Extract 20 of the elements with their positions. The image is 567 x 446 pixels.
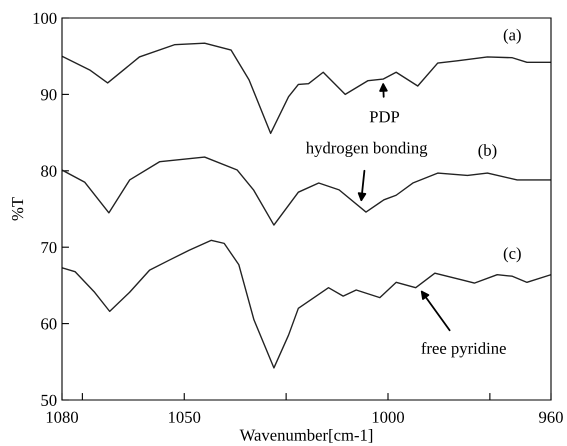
series-label: (b) <box>478 144 496 160</box>
y-tick-label: 100 <box>34 12 57 24</box>
x-tick-label: 1080 <box>46 412 78 423</box>
y-tick-label: 50 <box>41 394 57 406</box>
y-tick-label: 60 <box>41 318 57 330</box>
y-tick-label: 90 <box>41 89 57 100</box>
line-series <box>62 42 551 134</box>
y-axis-title: %T <box>12 197 24 220</box>
y-tick-label: 70 <box>42 242 57 254</box>
series-label: (c) <box>504 247 521 262</box>
y-tick-label: 80 <box>41 166 57 177</box>
x-axis-title: Wavenumber[cm-1] <box>240 429 372 443</box>
annotation: hydrogen bonding <box>306 142 428 157</box>
x-tick-label: 960 <box>539 412 563 423</box>
x-tick-label: 1050 <box>169 412 200 423</box>
line-series <box>62 240 551 369</box>
x-tick-label: 1000 <box>372 412 404 423</box>
annotation: PDP <box>370 111 400 122</box>
annotation: free pyridine <box>421 342 506 358</box>
series-label: (a) <box>504 28 521 44</box>
